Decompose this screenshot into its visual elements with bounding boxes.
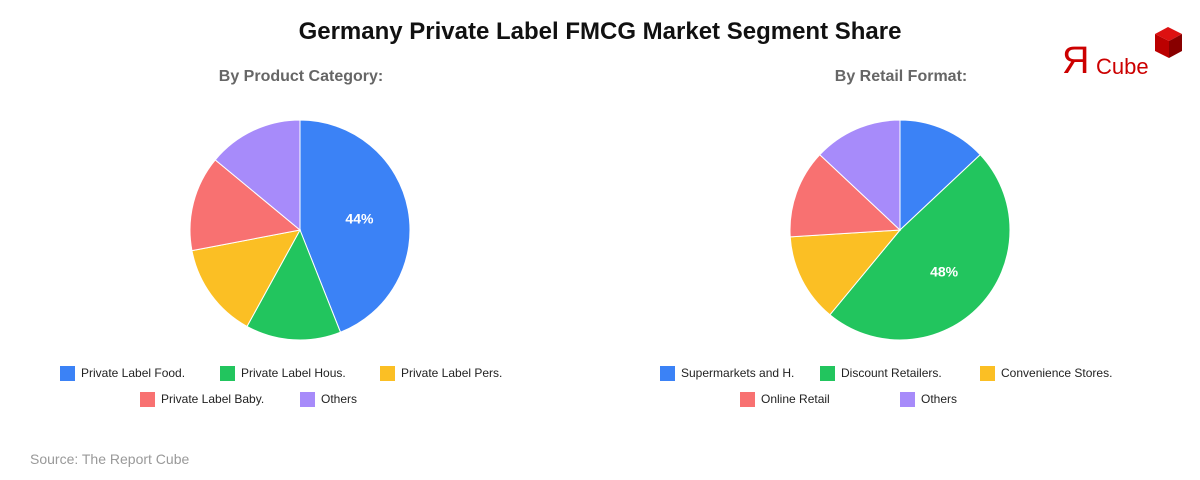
legend-row: Supermarkets and H. Discount Retailers. Co… [640, 360, 1160, 386]
legend-label: Supermarkets and H. [681, 366, 795, 380]
pie-slice [790, 153, 902, 238]
legend-item[interactable]: Private Label Pers. [380, 365, 540, 381]
pie-slice [819, 120, 901, 232]
legend-item[interactable]: Private Label Baby. [140, 391, 300, 407]
pie-slice [829, 153, 1010, 340]
chart-2-subtitle: By Retail Format: [834, 68, 968, 85]
pie-chart-retail-format: 48% [790, 120, 1010, 340]
source-note: Source: The Report Cube [30, 451, 190, 467]
legend-swatch-icon [820, 365, 835, 381]
pie-slice [790, 229, 902, 316]
legend-row: Private Label Baby. Others [40, 386, 560, 412]
legend-item[interactable]: Discount Retailers. [820, 365, 980, 381]
legend-item[interactable]: Private Label Hous. [220, 365, 380, 381]
report-cube-logo: Я Cube [1060, 22, 1190, 82]
legend-product-category: Private Label Food. Private Label Hous. Pr… [40, 360, 560, 412]
pie-chart-product-category: 44% [190, 120, 410, 340]
legend-swatch-icon [900, 391, 915, 407]
logo-cube: Cube [1096, 54, 1149, 79]
legend-label: Private Label Baby. [161, 392, 265, 406]
legend-label: Private Label Pers. [401, 366, 503, 380]
legend-retail-format: Supermarkets and H. Discount Retailers. Co… [640, 360, 1160, 412]
pie-slice [190, 159, 302, 252]
chart-1-subtitle: By Product Category: [218, 68, 384, 85]
pie-slice [299, 120, 410, 333]
legend-swatch-icon [380, 365, 395, 381]
legend-label: Convenience Stores. [1001, 366, 1113, 380]
logo-r: Я [1062, 40, 1090, 82]
pie-slice [899, 120, 981, 232]
legend-label: Private Label Hous. [241, 366, 346, 380]
legend-item[interactable]: Convenience Stores. [980, 365, 1140, 381]
legend-row: Online Retail Others [640, 386, 1160, 412]
pie-slice [246, 228, 342, 340]
legend-label: Discount Retailers. [841, 366, 942, 380]
cube-icon [1155, 27, 1182, 58]
legend-label: Others [921, 392, 958, 406]
legend-item[interactable]: Online Retail [740, 391, 900, 407]
legend-swatch-icon [660, 365, 675, 381]
legend-swatch-icon [740, 391, 755, 407]
legend-label: Private Label Food. [81, 366, 186, 380]
legend-item[interactable]: Private Label Food. [60, 365, 220, 381]
legend-label: Others [321, 392, 358, 406]
legend-swatch-icon [140, 391, 155, 407]
legend-item[interactable]: Others [300, 391, 460, 407]
legend-swatch-icon [220, 365, 235, 381]
pie-slice [214, 120, 301, 232]
chart-title: Germany Private Label FMCG Market Segmen… [298, 18, 902, 45]
legend-item[interactable]: Others [900, 391, 1060, 407]
legend-swatch-icon [60, 365, 75, 381]
legend-row: Private Label Food. Private Label Hous. Pr… [40, 360, 560, 386]
slice-data-label: 44% [345, 211, 374, 227]
legend-item[interactable]: Supermarkets and H. [660, 365, 820, 381]
pie-slice [191, 229, 301, 328]
legend-label: Online Retail [761, 392, 830, 406]
legend-swatch-icon [980, 365, 995, 381]
slice-data-label: 48% [930, 263, 959, 279]
legend-swatch-icon [300, 391, 315, 407]
